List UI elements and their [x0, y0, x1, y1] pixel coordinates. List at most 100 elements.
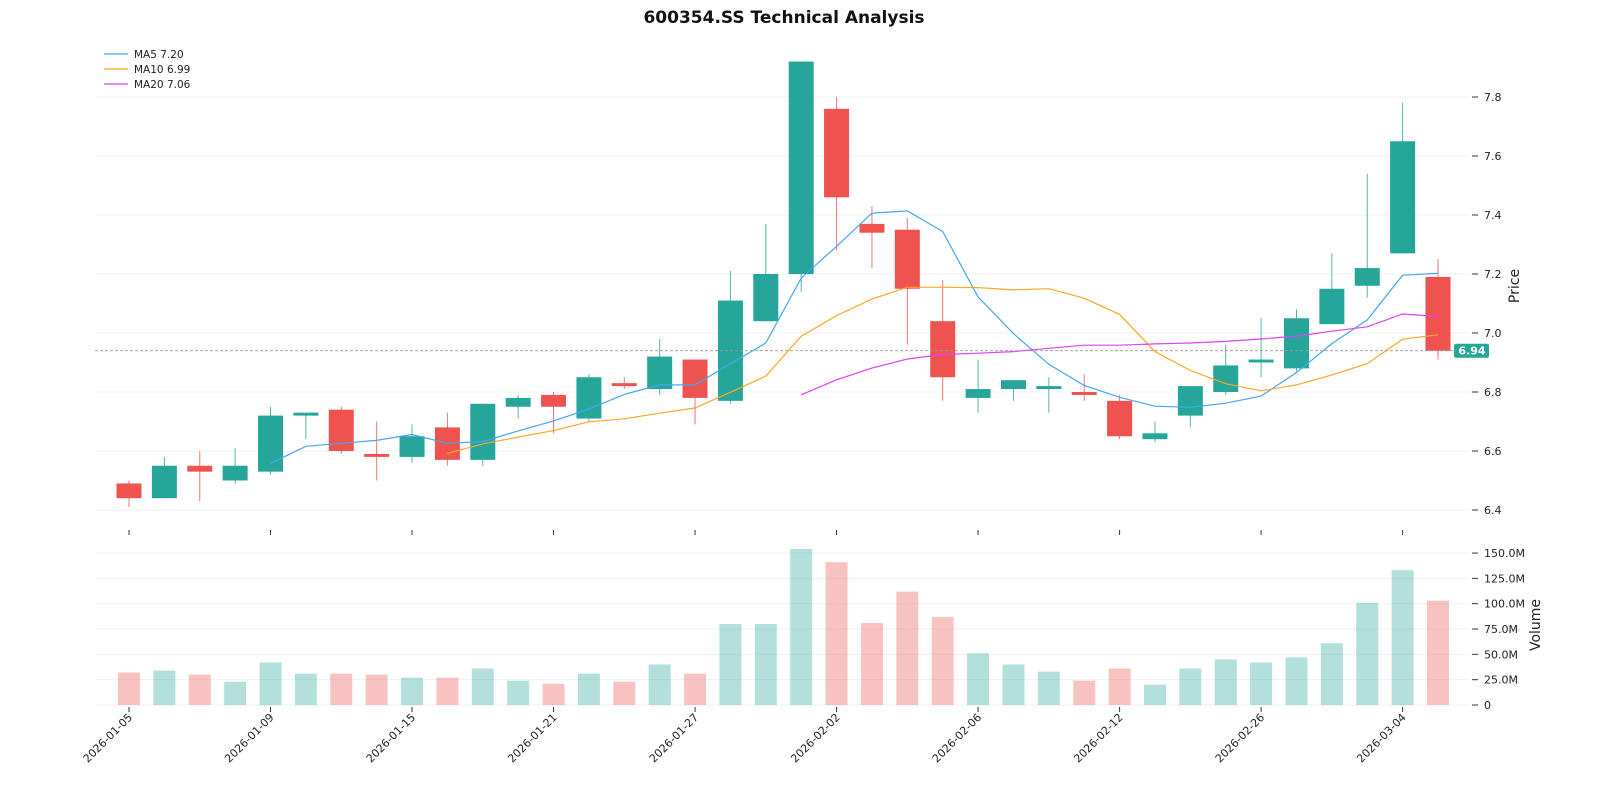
- volume-bar: [401, 677, 424, 705]
- date-tick-label: 2026-03-04: [1354, 711, 1408, 765]
- volume-bar: [684, 673, 707, 705]
- date-tick-label: 2026-01-21: [505, 711, 559, 765]
- candle-body-up: [965, 389, 991, 398]
- volume-bar: [1037, 671, 1060, 705]
- volume-bar: [436, 677, 459, 705]
- date-tick-label: 2026-02-12: [1071, 711, 1125, 765]
- price-tick-label: 7.0: [1484, 327, 1502, 340]
- volume-axis-label: Volume: [1528, 599, 1544, 651]
- volume-bar: [896, 591, 919, 705]
- candle-body-up: [1390, 141, 1416, 254]
- price-axis-label: Price: [1507, 269, 1523, 303]
- candle-body-up: [1142, 433, 1168, 440]
- ma5-legend-label: MA5 7.20: [134, 49, 184, 61]
- candle-body-up: [1319, 288, 1345, 325]
- volume-bar: [931, 616, 954, 705]
- volume-bar: [1285, 657, 1308, 705]
- candle-body-up: [788, 61, 814, 274]
- candle-body-down: [1107, 400, 1133, 437]
- candle-body-down: [328, 409, 354, 451]
- volume-bar: [153, 670, 176, 705]
- moving-average-lines: [270, 210, 1439, 464]
- volume-bar: [1143, 684, 1166, 705]
- price-tick-label: 6.4: [1484, 504, 1502, 517]
- date-tick-label: 2026-02-26: [1213, 711, 1267, 765]
- price-tick-label: 7.6: [1484, 150, 1502, 163]
- volume-tick-label: 150.0M: [1484, 547, 1525, 560]
- volume-bar: [577, 673, 600, 705]
- candle-body-down: [541, 394, 567, 407]
- candle-body-down: [187, 465, 213, 472]
- candle-body-up: [1177, 386, 1203, 416]
- volume-tick-label: 100.0M: [1484, 598, 1525, 611]
- price-tick-label: 7.4: [1484, 209, 1502, 222]
- candle-body-up: [1354, 268, 1380, 286]
- volume-bar: [1073, 680, 1096, 705]
- candle-body-up: [470, 403, 496, 460]
- last-price-label: 6.94: [1458, 345, 1485, 358]
- volume-bar: [542, 683, 565, 705]
- candle-body-down: [824, 108, 850, 198]
- volume-bar: [825, 562, 848, 705]
- candle-body-up: [505, 397, 531, 407]
- candle-body-up: [647, 356, 673, 390]
- candle-body-up: [1248, 359, 1274, 363]
- volume-bar: [224, 681, 247, 705]
- volume-bar: [118, 672, 140, 705]
- candle-body-down: [116, 483, 142, 499]
- volume-tick-label: 75.0M: [1484, 623, 1518, 636]
- volume-bar: [365, 674, 388, 705]
- candle-body-up: [293, 412, 319, 416]
- date-tick-label: 2026-01-09: [222, 711, 276, 765]
- candle-body-down: [682, 359, 708, 398]
- volume-tick-label: 0: [1484, 699, 1491, 712]
- volume-bar: [1427, 600, 1449, 705]
- candle-body-up: [1213, 365, 1239, 392]
- price-tick-label: 6.8: [1484, 386, 1502, 399]
- volume-bar: [613, 681, 636, 705]
- volume-bar: [188, 674, 211, 705]
- legend: MA5 7.20 MA10 6.99 MA20 7.06: [104, 49, 191, 91]
- volume-bar: [648, 664, 671, 705]
- volume-bar: [790, 548, 813, 705]
- candle-body-up: [399, 436, 425, 457]
- ma20-legend-label: MA20 7.06: [134, 79, 191, 91]
- volume-bar: [1320, 643, 1343, 705]
- volume-bars: [118, 548, 1449, 705]
- volume-tick-label: 125.0M: [1484, 572, 1525, 585]
- candle-body-down: [1071, 392, 1097, 395]
- ma10-legend-label: MA10 6.99: [134, 64, 190, 76]
- last-price-badge: [1454, 343, 1489, 358]
- candle-body-up: [258, 415, 284, 472]
- volume-bar: [754, 623, 777, 705]
- date-tick-label: 2026-01-15: [364, 711, 418, 765]
- candle-body-down: [859, 223, 885, 233]
- date-tick-label: 2026-01-27: [647, 711, 701, 765]
- volume-tick-label: 25.0M: [1484, 674, 1518, 687]
- volume-bar: [471, 668, 494, 705]
- date-tick-label: 2026-01-05: [81, 711, 135, 765]
- volume-tick-label: 50.0M: [1484, 648, 1518, 661]
- volume-bar: [719, 623, 742, 705]
- candle-body-down: [894, 229, 920, 289]
- volume-bar: [507, 680, 530, 705]
- candle-body-down: [930, 321, 956, 378]
- volume-bar: [1108, 668, 1131, 705]
- volume-bar: [860, 622, 883, 705]
- candlesticks: [116, 61, 1451, 508]
- ma10-line: [447, 286, 1439, 454]
- volume-bar: [1179, 668, 1202, 705]
- volume-bar: [330, 673, 353, 705]
- candle-body-down: [611, 383, 637, 387]
- volume-bar: [259, 662, 282, 705]
- ma20-line: [800, 313, 1439, 396]
- grid-lines: [95, 96, 1470, 706]
- ma5-line: [270, 210, 1439, 464]
- volume-bar: [1214, 659, 1237, 705]
- volume-bar: [294, 673, 317, 705]
- candle-body-up: [222, 465, 248, 481]
- price-tick-label: 6.6: [1484, 445, 1502, 458]
- price-tick-label: 7.8: [1484, 91, 1502, 104]
- price-tick-label: 7.2: [1484, 268, 1502, 281]
